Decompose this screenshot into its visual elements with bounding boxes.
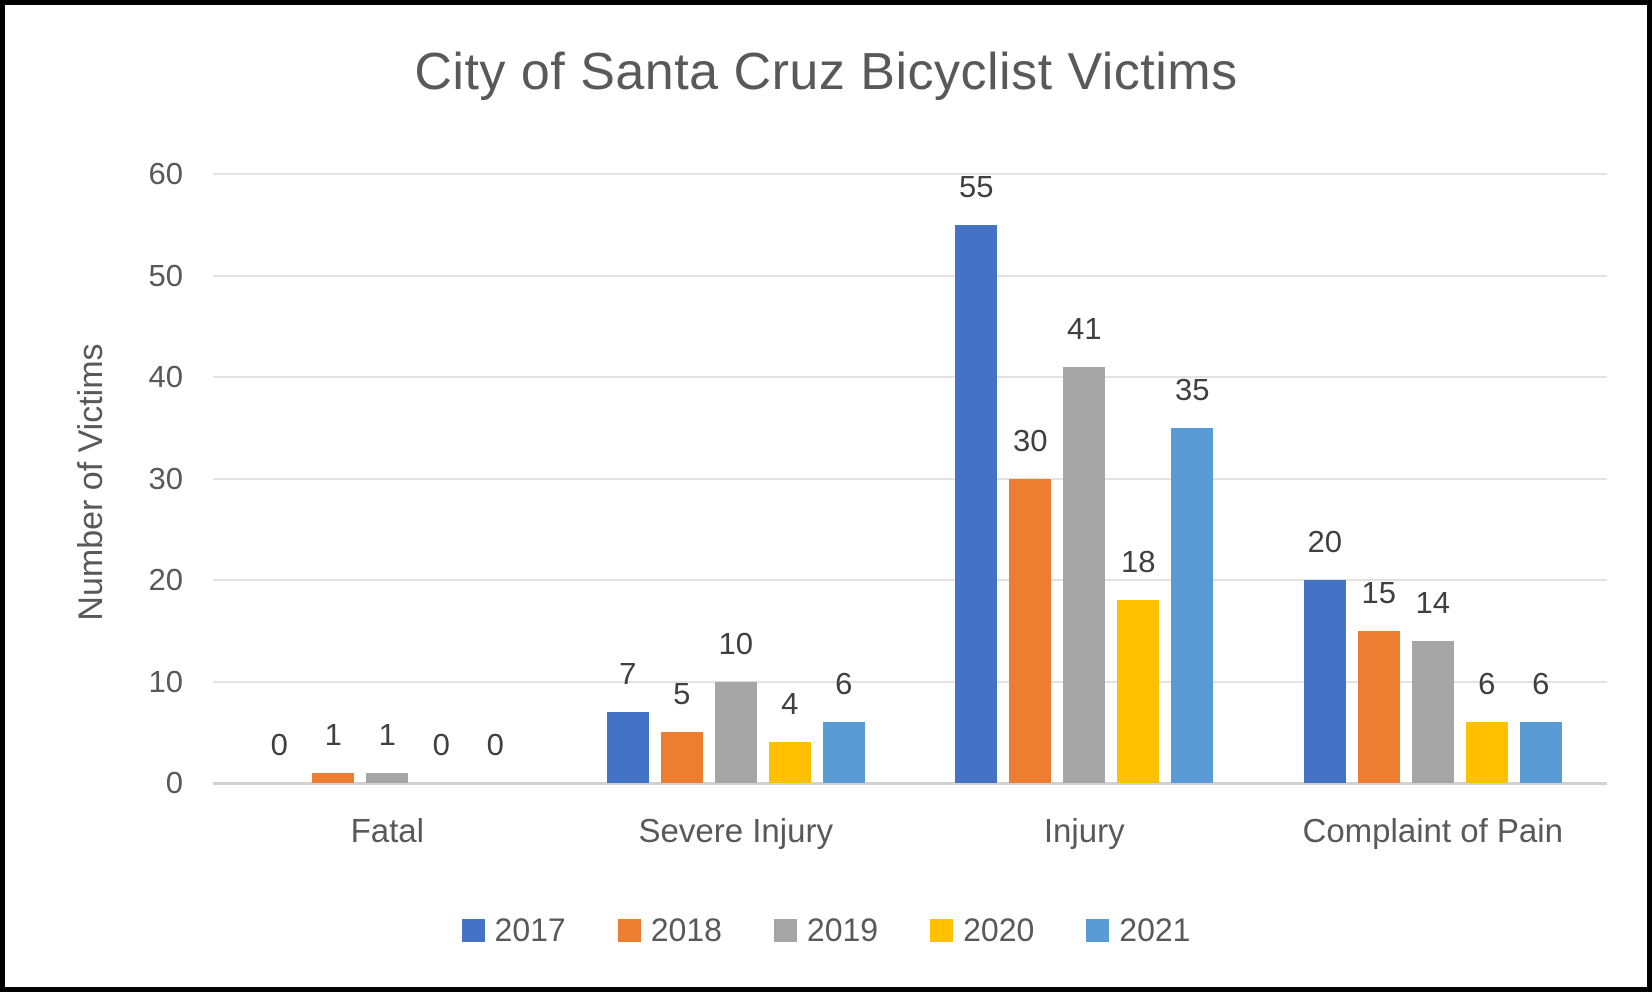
bar-value-label: 0 xyxy=(432,727,450,762)
legend-swatch-2018 xyxy=(617,918,641,942)
bar-2017-injury xyxy=(955,224,998,783)
bar-value-label: 5 xyxy=(673,676,691,712)
bar-2017-complaint-of-pain xyxy=(1303,580,1346,783)
bar-value-label: 7 xyxy=(619,655,637,691)
bar-value-label: 41 xyxy=(1067,310,1102,346)
legend-swatch-2017 xyxy=(461,918,485,942)
gridline xyxy=(213,680,1607,683)
bar-value-label: 35 xyxy=(1175,371,1210,407)
legend-label: 2020 xyxy=(963,911,1035,948)
gridline xyxy=(213,477,1607,480)
legend-label: 2018 xyxy=(650,911,722,948)
legend-item: 2020 xyxy=(930,912,1034,949)
y-tick-label: 10 xyxy=(148,663,183,699)
bar-2019-injury xyxy=(1063,366,1106,783)
bar-value-label: 0 xyxy=(486,727,504,762)
legend-label: 2019 xyxy=(806,911,879,948)
chart-title: City of Santa Cruz Bicyclist Victims xyxy=(414,43,1238,101)
bar-2018-fatal xyxy=(312,772,355,783)
legend-swatch-2020 xyxy=(930,918,954,942)
bar-value-label: 14 xyxy=(1415,584,1450,620)
legend-label: 2017 xyxy=(494,911,566,948)
x-axis-line xyxy=(213,782,1607,785)
bar-2018-severe-injury xyxy=(660,732,703,783)
bar-value-label: 0 xyxy=(270,727,288,762)
category-label: Complaint of Pain xyxy=(1302,812,1563,849)
bar-value-label: 15 xyxy=(1361,574,1396,610)
bar-value-label: 18 xyxy=(1121,544,1156,580)
y-tick-label: 30 xyxy=(148,460,183,496)
bar-2018-complaint-of-pain xyxy=(1357,630,1400,783)
bar-value-label: 30 xyxy=(1013,422,1048,458)
legend-item: 2017 xyxy=(461,911,566,949)
bar-value-label: 1 xyxy=(324,716,342,752)
legend-item: 2018 xyxy=(617,911,722,949)
bar-value-label: 6 xyxy=(835,666,853,702)
legend: 2017 2018 2019 2020 2021 xyxy=(5,908,1647,952)
bar-2021-injury xyxy=(1171,427,1214,783)
bar-value-label: 1 xyxy=(378,716,396,752)
bar-2021-complaint-of-pain xyxy=(1519,722,1562,783)
legend-item: 2021 xyxy=(1086,912,1190,949)
y-tick-label: 50 xyxy=(148,257,183,293)
bar-value-label: 6 xyxy=(1478,666,1496,702)
bar-2019-fatal xyxy=(366,772,409,783)
category-label: Injury xyxy=(1043,812,1125,849)
bar-2020-injury xyxy=(1117,600,1160,783)
y-tick-label: 0 xyxy=(165,765,183,800)
y-tick-label: 40 xyxy=(148,359,183,394)
bar-value-label: 6 xyxy=(1532,666,1550,702)
bar-value-label: 10 xyxy=(718,625,753,661)
bar-2020-severe-injury xyxy=(768,742,811,783)
gridline xyxy=(213,274,1607,277)
category-label: Severe Injury xyxy=(638,812,833,849)
legend-swatch-2019 xyxy=(773,918,797,942)
y-tick-label: 60 xyxy=(148,156,183,191)
legend-item: 2019 xyxy=(773,911,879,949)
legend-swatch-2021 xyxy=(1086,918,1110,942)
gridline xyxy=(213,376,1607,378)
gridline xyxy=(213,173,1607,175)
bar-value-label: 4 xyxy=(781,686,799,722)
y-tick-label: 20 xyxy=(148,562,183,597)
bar-value-label: 20 xyxy=(1307,524,1342,559)
bar-2017-severe-injury xyxy=(606,711,649,783)
bar-2018-injury xyxy=(1009,478,1052,783)
bar-value-label: 55 xyxy=(959,168,994,204)
bar-2020-complaint-of-pain xyxy=(1465,722,1508,783)
category-label: Fatal xyxy=(350,812,424,849)
bar-2019-complaint-of-pain xyxy=(1411,640,1454,783)
legend-label: 2021 xyxy=(1119,911,1191,948)
bar-2021-severe-injury xyxy=(822,722,865,783)
bar-2019-severe-injury xyxy=(714,681,757,783)
gridline xyxy=(213,579,1607,581)
